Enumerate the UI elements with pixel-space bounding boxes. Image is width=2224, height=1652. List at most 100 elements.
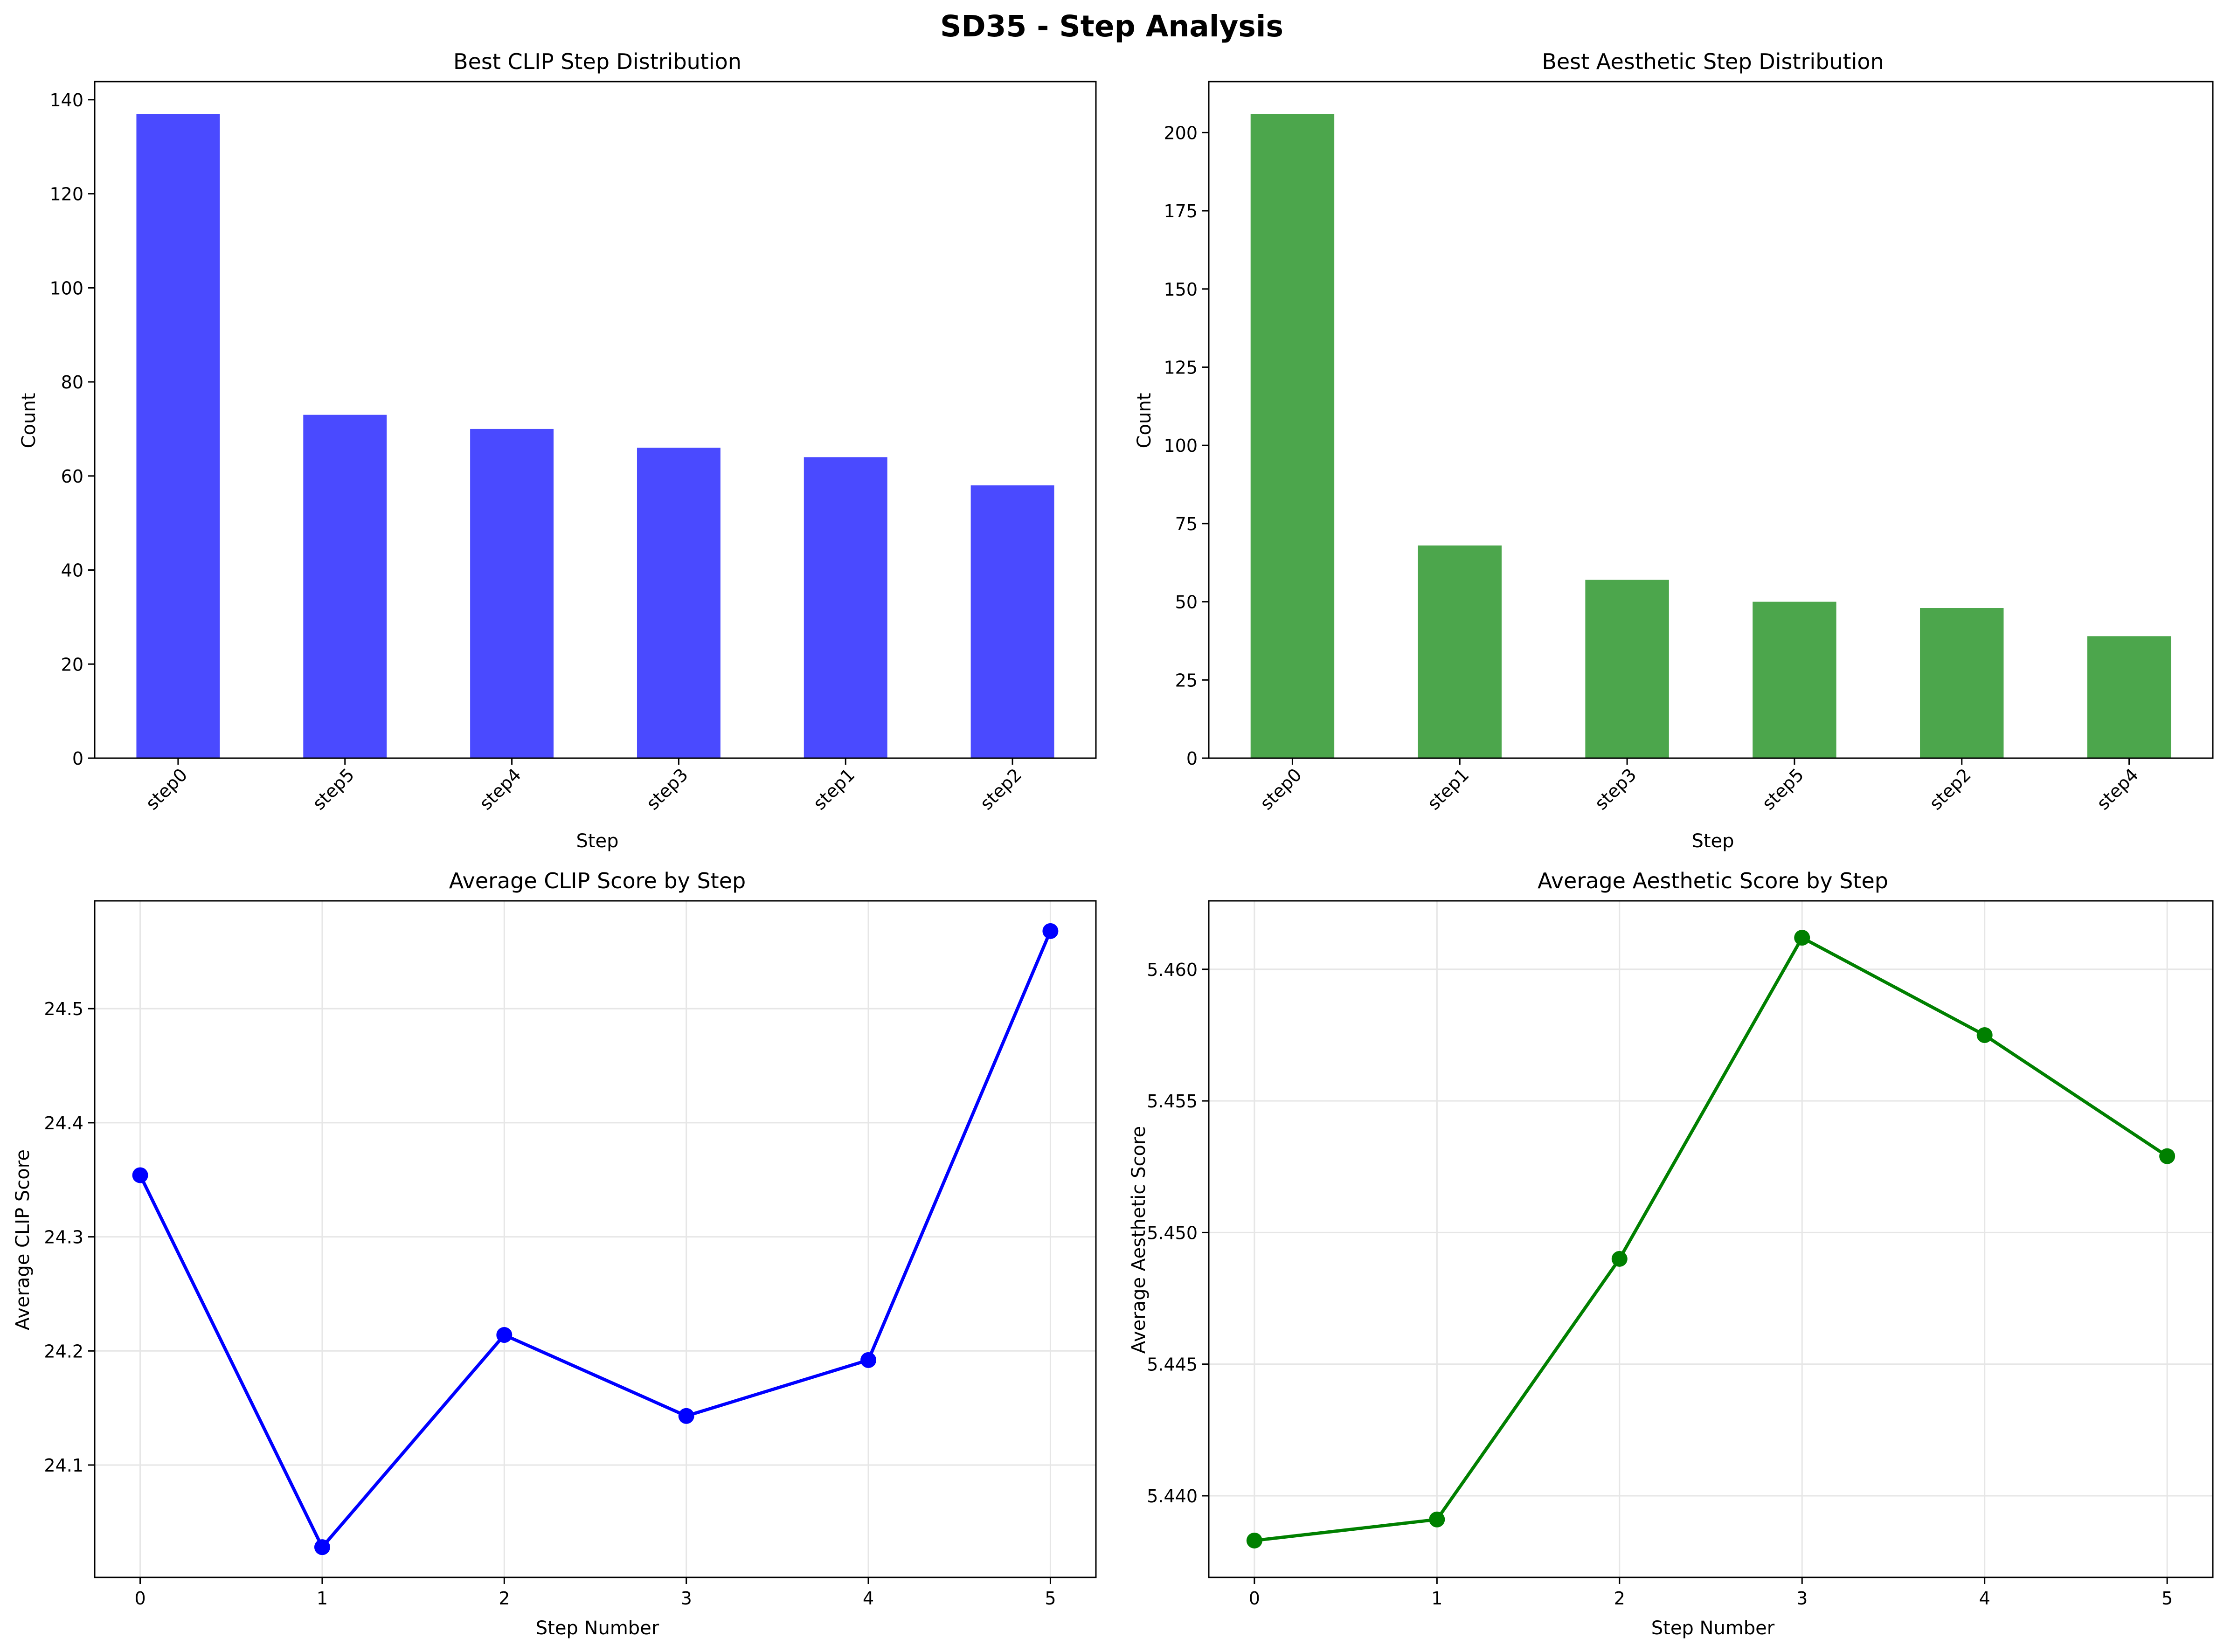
clip-line-xtick-label: 5	[1045, 1588, 1056, 1609]
aesthetic-bar-chart-xlabel: Step	[1691, 830, 1734, 852]
aesthetic-bar-ytick-label: 100	[1164, 435, 1198, 456]
clip-bar-chart-title: Best CLIP Step Distribution	[453, 49, 741, 74]
aesthetic-bar-bar	[1920, 608, 2004, 758]
aesthetic-line-point	[1976, 1027, 1993, 1043]
aesthetic-line-series-line	[1254, 936, 2169, 1542]
clip-line-point	[678, 1408, 694, 1424]
clip-bar-xtick-label: step1	[809, 764, 859, 814]
aesthetic-line-chart: Average Aesthetic Score by Step 5.4405.4…	[1128, 868, 2214, 1639]
clip-bar-xtick-label: step0	[142, 764, 191, 814]
aesthetic-bar-bar	[1753, 601, 1836, 758]
aesthetic-line-chart-xlabel: Step Number	[1651, 1617, 1775, 1639]
clip-bar-ytick-label: 80	[61, 372, 83, 393]
clip-bar-ytick-label: 100	[49, 278, 83, 298]
clip-bar-chart: Best CLIP Step Distribution 0 20 40 60 80 100…	[18, 49, 1097, 852]
aesthetic-line-xtick-label: 0	[1249, 1588, 1260, 1609]
aesthetic-line-ytick-label: 5.450	[1147, 1223, 1198, 1243]
aesthetic-line-point	[1794, 930, 1810, 946]
aesthetic-bar-xtick-label: step1	[1423, 764, 1473, 814]
aesthetic-line-ytick-label: 5.445	[1147, 1355, 1198, 1375]
aesthetic-line-ytick-label: 5.455	[1147, 1091, 1198, 1112]
aesthetic-bar-chart-ylabel: Count	[1134, 393, 1155, 449]
clip-line-axes-frame	[94, 900, 1097, 1578]
clip-bar-bar	[637, 448, 721, 758]
clip-bar-ytick-label: 0	[72, 748, 83, 769]
aesthetic-line-axes-frame	[1208, 900, 2214, 1578]
aesthetic-line-point	[1429, 1511, 1445, 1528]
aesthetic-bar-ytick-label: 150	[1164, 279, 1198, 300]
clip-line-chart-title: Average CLIP Score by Step	[449, 868, 746, 893]
clip-bar-ytick-label: 140	[49, 90, 83, 111]
aesthetic-bar-xtick-label: step2	[1926, 764, 1975, 814]
aesthetic-bar-chart-plot: 0 25 50 75 100 125 150 175 200 step0 step1 step3 ste…	[1164, 81, 2214, 814]
aesthetic-line-point	[2159, 1148, 2176, 1164]
clip-line-ytick-label: 24.3	[44, 1227, 83, 1248]
clip-line-point	[132, 1167, 148, 1183]
aesthetic-bar-xtick-label: step3	[1591, 764, 1640, 814]
clip-line-chart-plot: 24.1 24.2 24.3 24.4 24.5 0 1 2 3 4 5	[44, 900, 1097, 1609]
aesthetic-line-ytick-label: 5.440	[1147, 1486, 1198, 1507]
clip-line-point	[860, 1352, 877, 1368]
aesthetic-bar-ytick-label: 75	[1175, 514, 1198, 534]
clip-bar-bar	[303, 415, 387, 758]
clip-line-ytick-label: 24.1	[44, 1455, 83, 1476]
aesthetic-line-point	[1611, 1251, 1628, 1267]
aesthetic-bar-ytick-label: 125	[1164, 357, 1198, 378]
clip-line-chart-xlabel: Step Number	[536, 1617, 659, 1639]
clip-line-chart-ylabel: Average CLIP Score	[12, 1149, 34, 1330]
clip-bar-axes-frame	[94, 81, 1097, 759]
clip-line-xtick-label: 4	[863, 1588, 874, 1609]
clip-bar-chart-ylabel: Count	[18, 393, 40, 449]
aesthetic-bar-ytick-label: 175	[1164, 201, 1198, 221]
aesthetic-line-point	[1246, 1532, 1262, 1548]
aesthetic-bar-ytick-label: 50	[1175, 592, 1198, 613]
clip-bar-ytick-label: 40	[61, 560, 83, 581]
clip-bar-ytick-label: 20	[61, 654, 83, 675]
clip-bar-xtick-label: step3	[642, 764, 692, 814]
clip-line-xtick-label: 0	[134, 1588, 145, 1609]
clip-bar-xtick-label: step4	[476, 764, 525, 814]
clip-bar-chart-xlabel: Step	[576, 830, 618, 852]
aesthetic-bar-ytick-label: 25	[1175, 670, 1198, 691]
clip-line-ytick-label: 24.2	[44, 1341, 83, 1362]
clip-line-point	[314, 1539, 330, 1555]
clip-bar-bar	[970, 485, 1054, 758]
clip-line-ytick-label: 24.5	[44, 999, 83, 1019]
aesthetic-bar-chart-title: Best Aesthetic Step Distribution	[1542, 49, 1884, 74]
clip-bar-xtick-label: step5	[309, 764, 358, 814]
aesthetic-line-chart-plot: 5.440 5.445 5.450 5.455 5.460 0 1 2 3 4 5	[1147, 900, 2214, 1609]
clip-bar-ytick-label: 120	[49, 184, 83, 205]
aesthetic-bar-ytick-label: 0	[1186, 748, 1198, 769]
clip-line-series-line	[139, 930, 1052, 1549]
aesthetic-line-ytick-label: 5.460	[1147, 960, 1198, 980]
aesthetic-line-xtick-label: 1	[1431, 1588, 1442, 1609]
clip-bar-ytick-label: 60	[61, 466, 83, 487]
aesthetic-bar-xtick-label: step0	[1256, 764, 1305, 814]
clip-bar-bar	[136, 114, 220, 759]
clip-line-ytick-label: 24.4	[44, 1113, 83, 1134]
clip-line-xtick-label: 3	[681, 1588, 692, 1609]
aesthetic-bar-xtick-label: step4	[2093, 764, 2142, 814]
aesthetic-bar-bar	[1585, 580, 1669, 758]
clip-bar-bar	[470, 429, 554, 758]
clip-line-point	[496, 1327, 513, 1343]
aesthetic-line-xtick-label: 4	[1979, 1588, 1990, 1609]
aesthetic-bar-xtick-label: step5	[1758, 764, 1808, 814]
aesthetic-line-xtick-label: 5	[2162, 1588, 2173, 1609]
aesthetic-bar-bar	[1250, 114, 1335, 759]
aesthetic-line-chart-title: Average Aesthetic Score by Step	[1538, 868, 1888, 893]
aesthetic-bar-chart: Best Aesthetic Step Distribution 0 25 50 75…	[1134, 49, 2214, 852]
clip-line-point	[1042, 923, 1059, 939]
aesthetic-line-chart-ylabel: Average Aesthetic Score	[1128, 1126, 1150, 1354]
aesthetic-bar-axes-frame	[1208, 81, 2214, 759]
figure-title: SD35 - Step Analysis	[940, 9, 1283, 43]
clip-bar-bar	[804, 457, 887, 758]
aesthetic-line-xtick-label: 3	[1796, 1588, 1808, 1609]
aesthetic-bar-bar	[2087, 636, 2171, 758]
clip-line-chart: Average CLIP Score by Step 24.1 24.2 24.3 2…	[12, 868, 1097, 1639]
clip-line-xtick-label: 2	[499, 1588, 510, 1609]
aesthetic-line-xtick-label: 2	[1614, 1588, 1625, 1609]
aesthetic-bar-bar	[1418, 545, 1502, 758]
clip-bar-xtick-label: step2	[976, 764, 1025, 814]
